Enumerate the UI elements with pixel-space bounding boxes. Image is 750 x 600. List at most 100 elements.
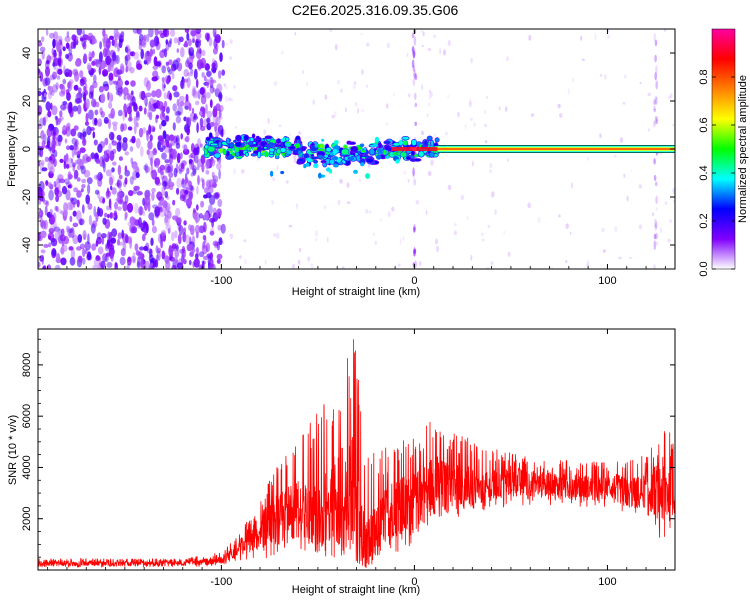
noise-blob [146, 50, 150, 57]
noise-blob [66, 145, 71, 150]
noise-blob [143, 34, 147, 42]
noise-blob [76, 210, 82, 222]
colorbar-tick-label: 0.6 [698, 117, 710, 132]
noise-blob [47, 182, 52, 188]
noise-blob [204, 32, 211, 41]
noise-blob [217, 224, 222, 231]
noise-blob [186, 32, 190, 41]
streak-blob [412, 77, 416, 87]
noise-blob [56, 41, 61, 53]
noise-blob [155, 245, 159, 254]
noise-blob [176, 262, 184, 269]
noise-blob [169, 181, 173, 186]
noise-speck [447, 94, 450, 98]
noise-blob [211, 66, 217, 73]
signal-outlier [314, 143, 319, 148]
signal-blob [264, 135, 273, 140]
snr-series-line [38, 339, 675, 569]
noise-blob [188, 102, 192, 112]
noise-blob [112, 80, 119, 85]
x-tick-label: -100 [210, 275, 232, 287]
noise-blob [75, 146, 79, 151]
streak-blob [411, 45, 415, 55]
noise-blob [55, 206, 59, 212]
noise-blob [74, 60, 81, 67]
noise-blob [195, 40, 202, 48]
signal-blob [203, 148, 208, 156]
noise-blob [195, 204, 199, 211]
noise-blob [165, 39, 169, 45]
noise-blob [127, 116, 133, 122]
noise-speck [361, 109, 364, 112]
noise-blob [74, 149, 77, 156]
noise-speck [365, 208, 369, 214]
noise-blob [51, 105, 58, 116]
noise-blob [185, 198, 192, 208]
noise-speck [387, 211, 391, 218]
noise-speck [668, 95, 671, 100]
noise-blob [219, 52, 223, 63]
noise-blob [133, 51, 140, 60]
noise-blob [67, 52, 73, 62]
noise-speck [218, 199, 222, 203]
noise-speck [430, 159, 434, 166]
noise-blob [157, 196, 165, 202]
streak-blob [413, 248, 417, 254]
noise-blob [77, 255, 83, 263]
noise-blob [136, 63, 143, 70]
noise-blob [76, 158, 82, 165]
noise-blob [40, 220, 46, 230]
snr-axes: -100 0 100 2000 4000 6000 8000 [21, 329, 675, 588]
noise-blob [110, 185, 113, 191]
signal-blob [382, 149, 387, 156]
noise-blob [148, 111, 153, 121]
noise-blob [216, 162, 222, 170]
noise-blob [122, 242, 127, 251]
noise-blob [40, 130, 45, 140]
noise-blob [76, 29, 83, 36]
noise-blob [185, 179, 192, 191]
signal-blob [210, 142, 219, 147]
noise-blob [147, 107, 153, 117]
noise-blob [70, 158, 74, 164]
colorbar-label: Normalized spectral amplitude [737, 75, 749, 223]
noise-speck [614, 225, 618, 233]
noise-blob [89, 127, 95, 131]
noise-blob [188, 62, 193, 70]
noise-blob [56, 35, 63, 44]
noise-blob [88, 214, 92, 226]
noise-blob [129, 146, 134, 152]
noise-speck [230, 98, 234, 101]
noise-blob [148, 124, 152, 135]
noise-blob [143, 245, 148, 252]
streak-blob [413, 73, 416, 78]
noise-blob [188, 189, 193, 201]
noise-speck [594, 36, 597, 41]
noise-blob [39, 71, 44, 82]
noise-blob [96, 173, 99, 181]
noise-blob [53, 180, 57, 188]
noise-blob [163, 29, 168, 37]
noise-blob [95, 255, 101, 262]
noise-blob [172, 59, 179, 71]
noise-blob [78, 218, 85, 226]
streak-blob [653, 32, 657, 42]
noise-blob [174, 243, 179, 250]
noise-blob [127, 256, 132, 266]
noise-blob [45, 101, 51, 111]
noise-blob [81, 204, 85, 214]
spectrogram-panel: -100 0 100 -40 -20 0 20 40 Height of straight l… [6, 28, 676, 298]
noise-speck [344, 107, 347, 113]
noise-speck [472, 160, 474, 167]
noise-blob [145, 166, 151, 173]
noise-blob [52, 249, 57, 256]
noise-blob [148, 29, 154, 38]
noise-blob [146, 248, 153, 254]
y-tick-label: 20 [21, 95, 33, 107]
noise-blob [52, 51, 58, 58]
streak-blob [411, 32, 415, 39]
noise-blob [105, 193, 110, 200]
noise-speck [537, 216, 541, 223]
noise-blob [124, 195, 129, 204]
noise-blob [132, 170, 138, 181]
